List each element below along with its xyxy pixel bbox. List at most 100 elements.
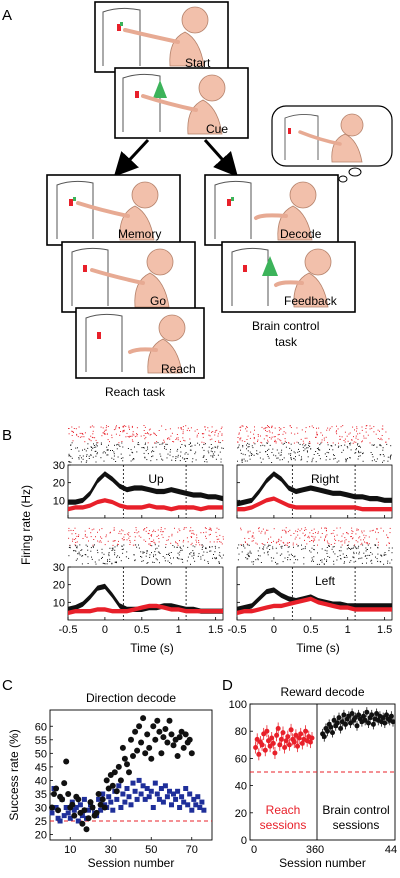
- chart-title: Direction decode: [86, 691, 176, 705]
- frame-label: Memory: [118, 227, 161, 241]
- data-point-brain: [325, 728, 330, 734]
- raster-spike: [307, 447, 309, 449]
- raster-spike: [280, 428, 282, 430]
- data-point-circle: [146, 744, 153, 751]
- raster-spike: [381, 439, 383, 441]
- raster-spike: [241, 458, 243, 460]
- raster-spike: [331, 426, 333, 428]
- raster-spike: [353, 553, 355, 555]
- raster-spike: [290, 453, 292, 455]
- raster-spike: [82, 433, 84, 435]
- data-point-brain: [362, 717, 368, 723]
- raster-spike: [245, 541, 246, 543]
- raster-spike: [136, 451, 138, 453]
- raster-spike: [146, 550, 148, 551]
- data-point-circle: [180, 744, 187, 751]
- raster-spike: [316, 433, 318, 435]
- data-point-circle: [99, 796, 106, 803]
- raster-spike: [259, 555, 261, 557]
- raster-spike: [81, 457, 82, 459]
- raster-spike: [260, 435, 261, 437]
- raster-spike: [190, 563, 191, 565]
- raster-spike: [343, 562, 345, 564]
- y-tick-label: 20: [53, 478, 65, 490]
- raster-spike: [177, 531, 179, 533]
- y-tick-label: 35: [35, 789, 47, 801]
- data-point-circle: [148, 755, 155, 762]
- raster-spike: [381, 555, 383, 557]
- raster-spike: [208, 529, 210, 531]
- raster-spike: [183, 528, 185, 530]
- raster-spike: [106, 449, 108, 451]
- raster-spike: [309, 441, 311, 442]
- raster-spike: [85, 450, 87, 452]
- raster-spike: [75, 545, 77, 547]
- raster-spike: [309, 532, 311, 534]
- raster-spike: [208, 534, 210, 536]
- raster-spike: [101, 537, 103, 539]
- raster-spike: [68, 433, 70, 435]
- raster-spike: [187, 546, 189, 548]
- raster-spike: [85, 554, 87, 556]
- raster-spike: [237, 437, 239, 438]
- raster-spike: [157, 551, 159, 553]
- data-point-brain: [356, 712, 362, 718]
- raster-spike: [249, 458, 251, 460]
- y-tick-label: 60: [35, 721, 47, 733]
- raster-spike: [292, 544, 294, 546]
- raster-spike: [192, 550, 194, 552]
- raster-spike: [266, 454, 268, 455]
- raster-spike: [337, 446, 339, 448]
- raster-spike: [107, 449, 109, 451]
- data-point-circle: [103, 777, 110, 784]
- raster-spike: [202, 436, 204, 438]
- raster-spike: [377, 546, 379, 548]
- raster-spike: [202, 545, 204, 547]
- y-tick-label: 20: [235, 808, 247, 820]
- raster-spike: [248, 455, 250, 457]
- raster-spike: [84, 535, 86, 537]
- raster-spike: [198, 432, 199, 434]
- raster-spike: [205, 537, 207, 539]
- raster-spike: [334, 553, 336, 555]
- y-tick-label: 25: [35, 816, 47, 828]
- data-point-circle: [134, 747, 141, 754]
- raster-spike: [298, 454, 300, 456]
- raster-spike: [153, 554, 155, 556]
- raster-spike: [266, 529, 267, 531]
- raster-spike: [380, 437, 382, 439]
- raster-spike: [153, 539, 155, 541]
- raster-spike: [351, 548, 353, 550]
- raster-spike: [344, 444, 346, 446]
- raster-spike: [93, 446, 95, 448]
- raster-spike: [76, 434, 78, 436]
- raster-spike: [204, 426, 206, 428]
- raster-spike: [95, 461, 97, 463]
- raster-spike: [75, 550, 77, 552]
- raster-spike: [193, 533, 195, 535]
- raster-spike: [347, 447, 349, 449]
- raster-spike: [327, 556, 329, 557]
- raster-spike: [180, 550, 182, 551]
- raster-spike: [285, 527, 287, 529]
- raster-spike: [78, 534, 80, 536]
- raster-spike: [355, 547, 357, 549]
- raster-spike: [191, 542, 193, 544]
- data-point-brain: [354, 723, 360, 729]
- raster-spike: [362, 544, 364, 546]
- raster-spike: [71, 430, 73, 432]
- raster-spike: [368, 543, 370, 545]
- raster-spike: [214, 434, 216, 436]
- raster-spike: [329, 448, 330, 450]
- raster-spike: [270, 438, 272, 440]
- raster-spike: [375, 556, 376, 558]
- raster-spike: [106, 449, 108, 451]
- raster-spike: [382, 428, 384, 430]
- raster-spike: [320, 442, 322, 444]
- raster-spike: [373, 426, 375, 428]
- raster-spike: [284, 438, 286, 440]
- raster-spike: [113, 429, 115, 431]
- raster-spike: [155, 446, 157, 448]
- raster-spike: [190, 544, 192, 546]
- raster-spike: [253, 437, 255, 438]
